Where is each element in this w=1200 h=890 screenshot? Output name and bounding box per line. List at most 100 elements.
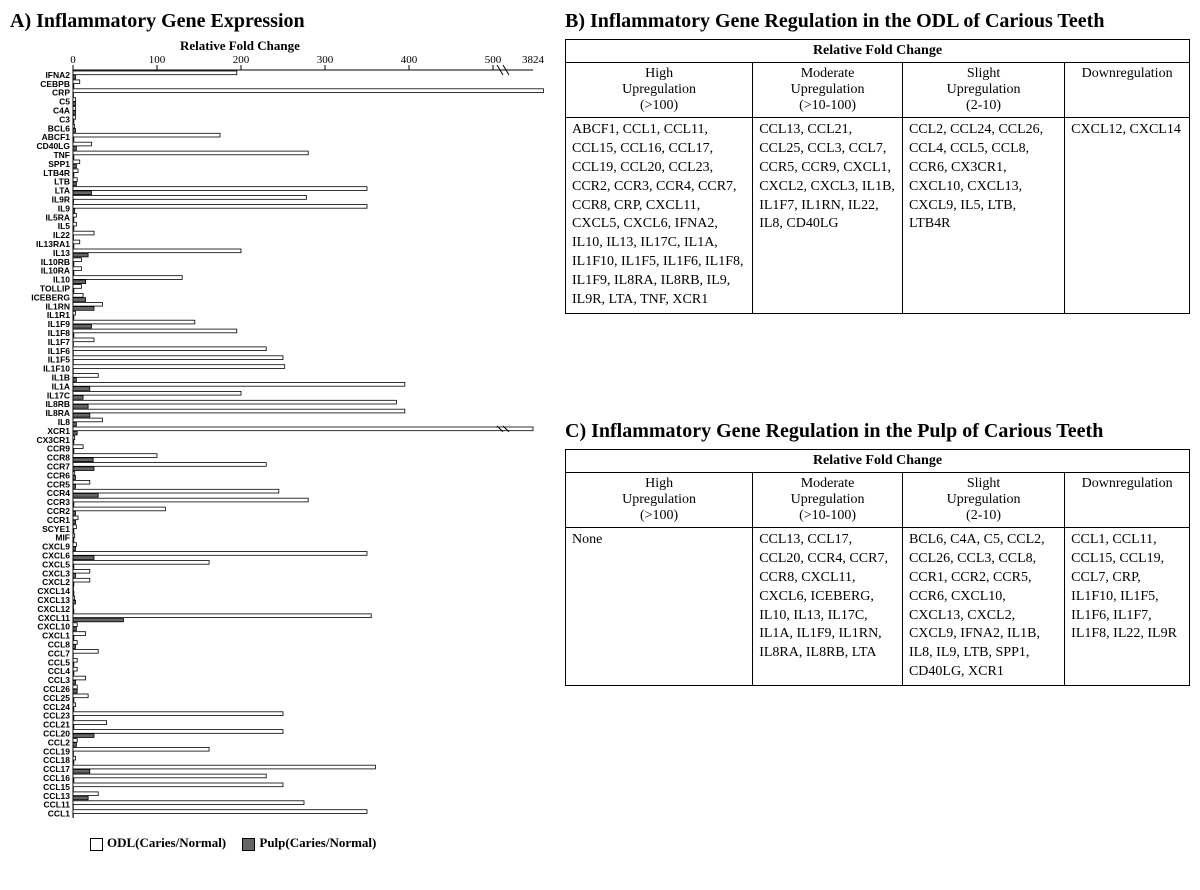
bar-pulp — [73, 565, 74, 569]
bar-odl — [73, 623, 77, 627]
bar-odl — [73, 596, 75, 600]
bar-pulp — [73, 191, 91, 195]
bar-odl — [73, 721, 107, 725]
bar-odl — [73, 374, 98, 378]
gene-list-cell: BCL6, C4A, C5, CCL2, CCL26, CCL3, CCL8, … — [902, 528, 1064, 686]
bar-odl — [73, 765, 375, 769]
bar-odl — [73, 676, 86, 680]
bar-odl — [73, 98, 76, 102]
bar-odl — [73, 498, 308, 502]
bar-pulp — [73, 253, 88, 257]
gene-list-cell: CCL1, CCL11, CCL15, CCL19, CCL7, CRP, IL… — [1065, 528, 1190, 686]
bar-pulp — [73, 520, 76, 524]
bar-odl — [73, 418, 102, 422]
chart-legend: ODL(Caries/Normal) Pulp(Caries/Normal) — [90, 835, 376, 851]
bar-pulp — [73, 280, 86, 284]
bar-pulp — [73, 796, 88, 800]
table-super-header: Relative Fold Change — [566, 450, 1190, 473]
bar-pulp — [73, 680, 76, 684]
bar-odl — [73, 534, 75, 538]
bar-odl — [73, 302, 102, 306]
bar-odl — [73, 133, 220, 137]
bar-pulp — [73, 458, 93, 462]
bar-pulp — [73, 173, 74, 177]
bar-pulp — [73, 75, 76, 79]
bar-pulp — [73, 244, 74, 248]
bar-odl — [73, 213, 76, 217]
bar-chart: 01002003004005003824IFNA2CEBPBCRPC5C4AC3… — [15, 52, 545, 827]
svg-text:CCL1: CCL1 — [48, 809, 70, 819]
bar-pulp — [73, 316, 74, 320]
gene-list-cell: None — [566, 528, 753, 686]
bar-odl — [73, 667, 77, 671]
bar-pulp — [73, 502, 74, 506]
bar-pulp — [73, 218, 74, 222]
bar-odl — [73, 525, 76, 529]
bar-pulp — [73, 449, 74, 453]
bar-pulp — [73, 707, 74, 711]
bar-odl — [73, 774, 266, 778]
bar-odl — [73, 641, 77, 645]
bar-odl — [73, 294, 83, 298]
bar-pulp — [73, 235, 74, 239]
bar-pulp — [73, 440, 74, 444]
bar-pulp — [73, 734, 94, 738]
svg-text:200: 200 — [233, 54, 250, 66]
column-header: Downregulation — [1065, 473, 1190, 528]
bar-pulp — [73, 476, 76, 480]
panel-a-title: A) Inflammatory Gene Expression — [10, 10, 305, 33]
bar-odl — [73, 222, 76, 226]
bar-pulp — [73, 146, 76, 150]
table-pulp: Relative Fold ChangeHighUpregulation(>10… — [565, 449, 1190, 686]
bar-pulp — [73, 485, 76, 489]
bar-pulp — [73, 698, 74, 702]
bar-odl — [73, 80, 80, 84]
bar-odl — [73, 712, 283, 716]
bar-pulp — [73, 778, 74, 782]
bar-odl — [73, 694, 88, 698]
bar-odl — [73, 285, 81, 289]
legend-swatch-odl — [90, 838, 103, 851]
bar-pulp — [73, 547, 76, 551]
bar-odl — [73, 107, 76, 111]
gene-list-cell: ABCF1, CCL1, CCL11, CCL15, CCL16, CCL17,… — [566, 118, 753, 314]
bar-odl — [73, 561, 209, 565]
bar-odl — [73, 338, 94, 342]
bar-pulp — [73, 618, 123, 622]
bar-odl — [73, 578, 90, 582]
svg-text:0: 0 — [70, 54, 76, 66]
svg-text:500: 500 — [485, 54, 502, 66]
bar-pulp — [73, 120, 74, 124]
bar-odl — [73, 739, 77, 743]
gene-list-cell: CXCL12, CXCL14 — [1065, 118, 1190, 314]
bar-odl — [73, 516, 78, 520]
bar-pulp — [73, 645, 76, 649]
bar-pulp — [73, 333, 74, 337]
bar-odl — [73, 124, 75, 128]
bar-odl — [73, 747, 209, 751]
bar-odl — [73, 507, 165, 511]
panel-c: C) Inflammatory Gene Regulation in the P… — [565, 420, 1190, 686]
bar-pulp — [73, 271, 74, 275]
column-header: SlightUpregulation(2-10) — [902, 473, 1064, 528]
bar-pulp — [73, 155, 74, 159]
bar-pulp — [73, 84, 74, 88]
column-header: HighUpregulation(>100) — [566, 473, 753, 528]
bar-odl — [73, 569, 90, 573]
bar-pulp — [73, 102, 76, 106]
bar-odl — [73, 685, 77, 689]
bar-odl — [73, 89, 543, 93]
panel-c-title: C) Inflammatory Gene Regulation in the P… — [565, 420, 1190, 443]
bar-odl — [73, 249, 241, 253]
panel-b: B) Inflammatory Gene Regulation in the O… — [565, 10, 1190, 314]
bar-odl — [73, 391, 241, 395]
bar-odl — [73, 658, 77, 662]
gene-list-cell: CCL13, CCL21, CCL25, CCL3, CCL7, CCR5, C… — [753, 118, 903, 314]
bar-odl — [73, 445, 83, 449]
bar-odl — [73, 543, 76, 547]
bar-pulp — [73, 716, 74, 720]
bar-odl — [73, 383, 405, 387]
bar-pulp — [73, 494, 98, 498]
bar-pulp — [73, 431, 77, 435]
bar-odl — [73, 480, 90, 484]
